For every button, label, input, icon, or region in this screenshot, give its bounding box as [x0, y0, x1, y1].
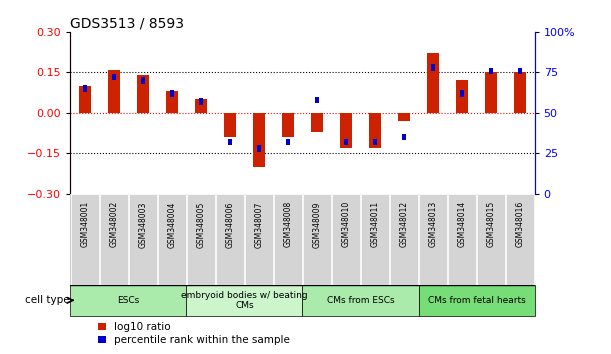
Bar — [460, 90, 464, 97]
Bar — [187, 194, 215, 285]
Text: GSM348002: GSM348002 — [109, 201, 119, 247]
Bar — [282, 113, 294, 137]
Text: GSM348014: GSM348014 — [458, 201, 467, 247]
Bar — [158, 194, 186, 285]
Text: embryoid bodies w/ beating
CMs: embryoid bodies w/ beating CMs — [181, 291, 308, 310]
Bar — [344, 139, 348, 145]
Bar — [489, 68, 493, 74]
Bar — [112, 74, 116, 80]
Bar — [82, 85, 87, 92]
Bar — [71, 194, 99, 285]
Bar — [485, 72, 497, 113]
Bar — [398, 113, 410, 121]
Bar — [315, 97, 319, 103]
Bar — [79, 86, 90, 113]
Bar — [253, 113, 265, 167]
Bar — [477, 194, 505, 285]
Text: GSM348005: GSM348005 — [196, 201, 205, 247]
Bar — [427, 53, 439, 113]
Text: GSM348015: GSM348015 — [486, 201, 496, 247]
Bar — [199, 98, 203, 105]
Bar — [166, 91, 178, 113]
Bar — [70, 285, 186, 315]
Bar — [373, 139, 377, 145]
Bar — [340, 113, 352, 148]
Bar — [286, 139, 290, 145]
Bar — [514, 72, 526, 113]
Text: CMs from ESCs: CMs from ESCs — [327, 296, 394, 305]
Text: GSM348012: GSM348012 — [400, 201, 409, 247]
Bar — [448, 194, 476, 285]
Bar — [186, 285, 302, 315]
Bar — [137, 75, 148, 113]
Bar — [224, 113, 236, 137]
Bar — [228, 139, 232, 145]
Bar — [456, 80, 468, 113]
Bar — [302, 285, 419, 315]
Text: GSM348006: GSM348006 — [225, 201, 235, 247]
Bar — [431, 64, 435, 71]
Text: GSM348001: GSM348001 — [80, 201, 89, 247]
Text: GSM348004: GSM348004 — [167, 201, 177, 247]
Text: GSM348013: GSM348013 — [428, 201, 437, 247]
Bar — [141, 77, 145, 84]
Text: cell type: cell type — [25, 295, 70, 305]
Bar — [257, 145, 261, 152]
Text: GDS3513 / 8593: GDS3513 / 8593 — [70, 17, 185, 31]
Bar — [361, 194, 389, 285]
Bar — [506, 194, 534, 285]
Text: GSM348011: GSM348011 — [370, 201, 379, 247]
Bar — [332, 194, 360, 285]
Bar — [108, 70, 120, 113]
Bar — [129, 194, 157, 285]
Text: GSM348010: GSM348010 — [342, 201, 351, 247]
Bar — [419, 285, 535, 315]
Text: CMs from fetal hearts: CMs from fetal hearts — [428, 296, 525, 305]
Bar — [518, 68, 522, 74]
Text: GSM348008: GSM348008 — [284, 201, 293, 247]
Bar — [170, 90, 174, 97]
Bar — [195, 99, 207, 113]
Bar — [390, 194, 418, 285]
Bar — [303, 194, 331, 285]
Bar — [369, 113, 381, 148]
Text: GSM348009: GSM348009 — [312, 201, 321, 247]
Text: ESCs: ESCs — [117, 296, 139, 305]
Bar — [100, 194, 128, 285]
Legend: log10 ratio, percentile rank within the sample: log10 ratio, percentile rank within the … — [94, 318, 294, 349]
Bar — [419, 194, 447, 285]
Bar — [402, 134, 406, 141]
Text: GSM348016: GSM348016 — [516, 201, 525, 247]
Bar — [216, 194, 244, 285]
Bar — [311, 113, 323, 132]
Text: GSM348003: GSM348003 — [138, 201, 147, 247]
Bar — [274, 194, 302, 285]
Bar — [245, 194, 273, 285]
Text: GSM348007: GSM348007 — [254, 201, 263, 247]
